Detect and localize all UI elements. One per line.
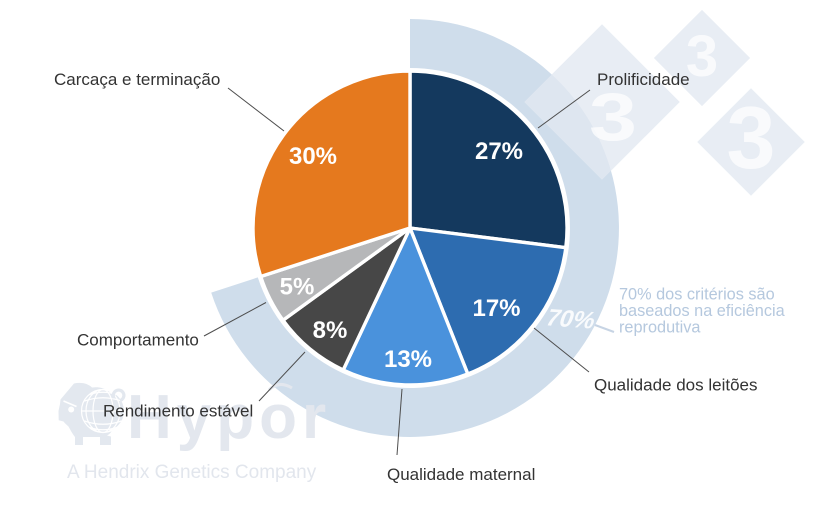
svg-text:3: 3: [686, 24, 718, 89]
svg-text:reprodutiva: reprodutiva: [619, 319, 701, 337]
svg-text:3: 3: [727, 88, 776, 187]
svg-text:8%: 8%: [313, 317, 348, 344]
svg-text:A Hendrix Genetics Company: A Hendrix Genetics Company: [67, 462, 317, 483]
svg-text:baseados na eficiência: baseados na eficiência: [619, 302, 786, 320]
svg-text:Carcaça e terminação: Carcaça e terminação: [54, 70, 220, 89]
svg-text:Qualidade maternal: Qualidade maternal: [387, 465, 535, 484]
svg-text:17%: 17%: [472, 295, 520, 322]
svg-text:70%: 70%: [542, 305, 600, 334]
svg-text:30%: 30%: [289, 143, 337, 170]
svg-text:Hypor: Hypor: [127, 383, 331, 452]
svg-text:5%: 5%: [280, 274, 315, 301]
svg-text:3: 3: [589, 79, 637, 155]
svg-text:13%: 13%: [384, 346, 432, 373]
svg-text:27%: 27%: [475, 138, 523, 165]
svg-text:Rendimento estável: Rendimento estável: [103, 402, 253, 421]
svg-text:Qualidade dos leitões: Qualidade dos leitões: [594, 376, 758, 395]
svg-text:Prolificidade: Prolificidade: [597, 70, 690, 89]
svg-text:70% dos critérios são: 70% dos critérios são: [619, 286, 775, 304]
svg-text:Comportamento: Comportamento: [77, 331, 199, 350]
